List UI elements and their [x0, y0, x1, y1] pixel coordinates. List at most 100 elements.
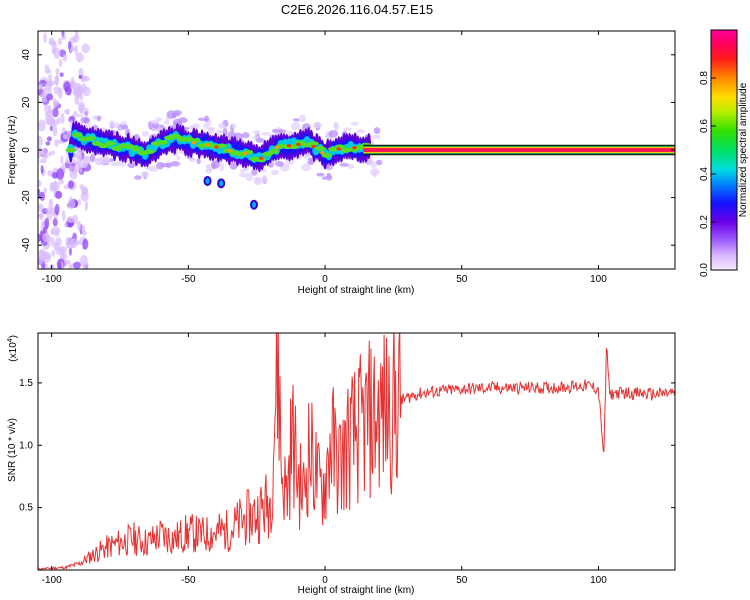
noise-cell	[54, 203, 60, 216]
noise-cell	[38, 188, 41, 200]
noise-cell	[38, 135, 44, 147]
noise-cell	[72, 34, 80, 43]
haze-cell	[96, 115, 101, 122]
spectrogram-x-label: Height of straight line (km)	[298, 285, 415, 296]
ridge-cell	[65, 147, 77, 153]
haze-cell	[239, 172, 248, 178]
snr-scale-note: (x104)	[7, 335, 19, 362]
haze-cell	[83, 110, 89, 116]
snr-y-label: SNR (10 * v/v)	[7, 418, 18, 482]
chart-title: C2E6.2026.116.04.57.E15	[281, 2, 433, 17]
noise-cell	[78, 74, 83, 80]
snr-frame	[37, 332, 676, 571]
haze-cell	[163, 120, 170, 125]
haze-cell	[148, 165, 159, 172]
haze-cell	[253, 130, 261, 135]
y-tick-label: 1.0	[19, 440, 33, 451]
haze-cell	[267, 161, 274, 168]
noise-cell	[66, 108, 70, 116]
noise-cell	[46, 234, 52, 247]
noise-cell	[43, 226, 47, 234]
ridge-cell	[288, 144, 300, 150]
noise-cell	[39, 191, 46, 202]
tone-band	[363, 147, 675, 153]
noise-cell	[45, 141, 51, 146]
haze-cell	[372, 134, 381, 140]
colorbar-tick-label: 0.6	[699, 119, 710, 133]
haze-cell	[277, 129, 287, 134]
spectrogram-y-label: Frequency (Hz)	[7, 116, 18, 185]
noise-cell	[52, 107, 59, 118]
haze-cell	[92, 115, 98, 120]
noise-cell	[60, 112, 65, 125]
noise-cell	[46, 118, 50, 125]
x-tick-label: 100	[590, 575, 607, 586]
ridge-cell	[170, 133, 182, 139]
haze-cell	[149, 120, 160, 125]
noise-cell	[48, 198, 54, 211]
noise-cell	[81, 230, 87, 236]
noise-cell	[48, 119, 53, 124]
haze-cell	[372, 169, 378, 178]
haze-cell	[127, 162, 137, 169]
haze-cell	[133, 175, 142, 180]
noise-cell	[38, 179, 42, 188]
haze-cell	[166, 110, 177, 119]
noise-cell	[38, 213, 44, 218]
noise-cell	[74, 44, 78, 56]
snr-marks	[38, 333, 675, 570]
spectrogram-marks	[38, 31, 675, 269]
haze-cell	[178, 117, 188, 124]
haze-cell	[141, 130, 150, 137]
noise-cell	[50, 236, 55, 243]
haze-cell	[202, 123, 209, 128]
ridge-cell	[262, 151, 273, 157]
haze-cell	[275, 161, 284, 167]
noise-cell	[51, 226, 61, 235]
noise-cell	[58, 179, 64, 185]
y-tick-label: 0	[21, 147, 32, 153]
spectrogram-x-ticks: -100 -50 0 50 100	[42, 31, 607, 285]
noise-cell	[38, 83, 44, 90]
spectrogram-y-ticks: -40 -20 0 20 40	[21, 49, 675, 252]
haze-cell	[350, 121, 359, 126]
ridge-hotspot	[320, 151, 325, 155]
haze-cell	[316, 172, 325, 177]
haze-cell	[156, 161, 164, 170]
haze-cell	[155, 117, 163, 122]
noise-cell	[55, 190, 63, 199]
haze-cell	[343, 127, 352, 132]
noise-cell	[49, 125, 53, 132]
ridge-hotspot	[336, 147, 341, 151]
haze-cell	[261, 132, 271, 136]
ridge-hotspot	[286, 144, 292, 148]
noise-cell	[58, 261, 62, 269]
colorbar-tick-label: 0.8	[699, 71, 710, 85]
y-tick-label: 1.5	[19, 378, 33, 389]
noise-cell	[43, 187, 48, 194]
haze-cell	[270, 169, 280, 176]
noise-cell	[51, 172, 59, 179]
noise-cell	[77, 101, 86, 113]
haze-cell	[170, 160, 181, 167]
noise-cell	[43, 32, 47, 43]
noise-cell	[41, 90, 48, 103]
noise-cell	[51, 42, 58, 54]
noise-cell	[54, 74, 60, 86]
ridge-cell	[216, 143, 227, 149]
haze-cell	[321, 176, 328, 180]
y-tick-label: 0.5	[19, 503, 33, 514]
haze-cell	[299, 114, 307, 123]
noise-cell	[40, 165, 44, 174]
haze-cell	[112, 122, 120, 128]
haze-cell	[251, 168, 258, 176]
haze-cell	[339, 162, 350, 167]
noise-cell	[64, 86, 72, 96]
haze-cell	[65, 130, 73, 137]
haze-cell	[79, 159, 89, 169]
noise-cell	[46, 93, 54, 101]
haze-cell	[227, 130, 236, 140]
noise-cell	[64, 259, 71, 265]
noise-cell	[48, 73, 52, 81]
